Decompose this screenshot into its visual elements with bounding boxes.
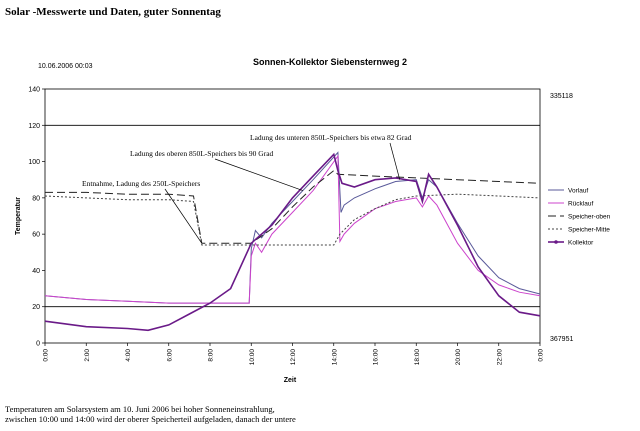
x-axis-label: Zeit: [284, 377, 297, 384]
chart-legend: Vorlauf Rücklauf Speicher-oben Speicher-Mit…: [548, 188, 611, 247]
legend-label-5: Kollektor: [568, 240, 594, 247]
x-tick-label: 16:00: [373, 349, 380, 366]
y-tick-label: 120: [28, 123, 40, 130]
y-tick-label: 40: [32, 268, 40, 275]
page-title: Solar -Messwerte und Daten, guter Sonnen…: [5, 6, 221, 18]
right-label-top: 335118: [550, 93, 573, 100]
y-tick-label: 80: [32, 195, 40, 202]
annotation-text-2: Ladung des oberen 850L-Speichers bis 90 …: [130, 149, 274, 158]
legend-label-3: Speicher-oben: [568, 214, 611, 221]
x-tick-label: 12:00: [290, 349, 297, 366]
caption: Temperaturen am Solarsystem am 10. Juni …: [5, 404, 296, 424]
x-tick-label: 4:00: [125, 349, 132, 362]
chart-title: Sonnen-Kollektor Siebensternweg 2: [253, 57, 407, 67]
caption-line-1: Temperaturen am Solarsystem am 10. Juni …: [5, 404, 275, 414]
x-tick-label: 0:00: [43, 349, 50, 362]
chart-grid: [45, 124, 540, 308]
y-tick-label: 0: [36, 341, 40, 348]
series-line-kollektor: [44, 152, 541, 332]
y-axis-label: Temperatur: [15, 197, 22, 235]
y-tick-label: 100: [28, 159, 40, 166]
x-tick-label: 6:00: [166, 349, 173, 362]
annotation-arrow-2: [214, 158, 303, 191]
series-layer: [44, 151, 541, 332]
annotations-layer: Ladung des unteren 850L-Speichers bis et…: [82, 133, 412, 244]
annotation-text-3: Entnahme, Ladung des 250L-Speichers: [82, 179, 200, 188]
series-line-speicher-mitte: [44, 193, 541, 246]
plot-border: [44, 88, 541, 344]
chart-axes: 0 20 40 60 80 100 120 140 0:00 2:00 4:00 6:00 8:00 10…: [28, 87, 544, 366]
series-line-r-cklauf: [44, 154, 541, 304]
temperature-line-chart: Sonnen-Kollektor Siebensternweg 2 10.06.…: [15, 57, 611, 384]
caption-line-2: zwischen 10:00 und 14:00 wird der oberer…: [5, 414, 296, 424]
x-tick-label: 8:00: [208, 349, 215, 362]
legend-label-1: Vorlauf: [568, 188, 588, 195]
series-line-vorlauf: [44, 151, 541, 304]
x-tick-label: 0:00: [538, 349, 545, 362]
y-tick-label: 140: [28, 87, 40, 94]
x-tick-label: 22:00: [496, 349, 503, 366]
x-tick-label: 2:00: [84, 349, 91, 362]
legend-marker: [554, 240, 558, 244]
right-label-bottom: 367951: [550, 336, 573, 343]
x-tick-label: 14:00: [331, 349, 338, 366]
y-tick-label: 20: [32, 304, 40, 311]
annotation-arrow-3: [164, 188, 203, 244]
x-tick-label: 10:00: [249, 349, 256, 366]
x-tick-label: 20:00: [455, 349, 462, 366]
annotation-arrow-1: [389, 142, 401, 180]
annotation-text-1: Ladung des unteren 850L-Speichers bis et…: [250, 133, 412, 142]
legend-label-4: Speicher-Mitte: [568, 227, 610, 234]
legend-label-2: Rücklauf: [568, 201, 593, 208]
y-tick-label: 60: [32, 232, 40, 239]
chart-timestamp: 10.06.2006 00:03: [38, 63, 93, 70]
series-line-speicher-oben: [45, 169, 541, 244]
x-tick-label: 18:00: [414, 349, 421, 366]
